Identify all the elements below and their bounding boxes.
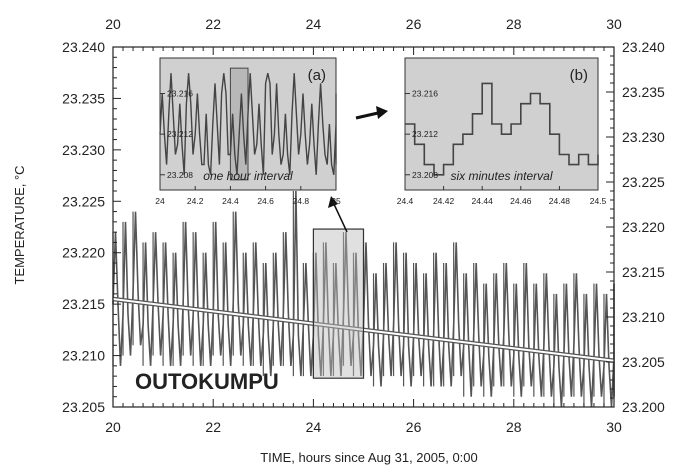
x-tick-label: 22 (205, 419, 221, 435)
inset-x-tick-label: 24.2 (187, 196, 204, 206)
insets-group: 23.216 23.212 23.208 24 24.2 24.4 24.6 24.8 25 (a… (155, 57, 607, 206)
x-tick-label-top: 28 (506, 16, 522, 32)
x-tick-label: 28 (506, 419, 522, 435)
inset-x-tick-label: 24.6 (257, 196, 274, 206)
x-tick-label: 20 (105, 419, 121, 435)
inset-caption: six minutes interval (450, 169, 552, 183)
inset-a: 23.216 23.212 23.208 24 24.2 24.4 24.6 24.8 25 (a… (155, 57, 341, 206)
x-tick-label: 24 (306, 419, 322, 435)
zoom-arrow-head (328, 196, 338, 208)
highlight-box-group (312, 196, 365, 379)
zoom-arrow-line (332, 201, 348, 233)
inset-x-tick-label: 24 (155, 196, 165, 206)
y-left-tick-label: 23.205 (62, 399, 105, 415)
y-right-tick-label: 23.210 (622, 309, 665, 325)
inset-x-tick-label: 24.44 (472, 196, 494, 206)
inset-caption: one hour interval (203, 169, 293, 183)
inset-panel-label: (b) (570, 67, 588, 84)
y-left-tick-label: 23.240 (62, 39, 105, 55)
temperature-series-line (112, 190, 615, 408)
inset-x-tick-label: 24.42 (433, 196, 455, 206)
y-left-tick-label: 23.230 (62, 142, 105, 158)
inset-arrow-head (376, 106, 388, 119)
y-right-tick-label: 23.215 (622, 264, 665, 280)
inset-x-tick-label: 24.4 (397, 196, 414, 206)
y-left-tick-label: 23.225 (62, 193, 105, 209)
x-tick-label: 30 (606, 419, 622, 435)
x-tick-label: 26 (406, 419, 422, 435)
x-tick-label-top: 22 (205, 16, 221, 32)
axes-group: 20 20 22 22 24 24 26 26 28 28 30 30 23.205 23.210 23.2… (62, 16, 665, 435)
inset-series-line (159, 73, 337, 175)
y-left-tick-label: 23.235 (62, 90, 105, 106)
y-right-tick-label: 23.200 (622, 399, 665, 415)
inset-x-tick-label: 24.4 (222, 196, 239, 206)
y-right-tick-label: 23.240 (622, 39, 665, 55)
inset-x-tick-label: 24.46 (510, 196, 532, 206)
y-axis-title: TEMPERATURE, °C (12, 165, 27, 284)
inset-arrow-line (355, 111, 379, 120)
x-tick-label-top: 26 (406, 16, 422, 32)
x-axis-title: TIME, hours since Aug 31, 2005, 0:00 (260, 450, 478, 465)
inset-y-tick-label: 23.216 (412, 89, 438, 99)
y-right-tick-label: 23.230 (622, 129, 665, 145)
inset-panel-label: (a) (308, 67, 326, 84)
y-right-tick-label: 23.205 (622, 354, 665, 370)
y-left-tick-label: 23.220 (62, 245, 105, 261)
inset-y-tick-label: 23.216 (167, 89, 193, 99)
x-tick-label-top: 24 (306, 16, 322, 32)
site-label: OUTOKUMPU (135, 369, 279, 394)
y-left-tick-label: 23.210 (62, 348, 105, 364)
inset-b: 23.216 23.212 23.208 24.4 24.42 24.44 24.46 24.… (397, 57, 607, 206)
inset-x-tick-label: 24.48 (549, 196, 571, 206)
y-right-tick-label: 23.220 (622, 219, 665, 235)
highlight-box (312, 228, 365, 379)
inset-y-tick-label: 23.212 (412, 129, 438, 139)
inset-y-tick-label: 23.208 (412, 170, 438, 180)
inset-y-tick-label: 23.208 (167, 170, 193, 180)
x-tick-label-top: 30 (606, 16, 622, 32)
y-right-tick-label: 23.235 (622, 84, 665, 100)
inset-series-line (405, 82, 599, 176)
inset-y-tick-label: 23.212 (167, 129, 193, 139)
y-right-tick-label: 23.225 (622, 174, 665, 190)
inset-x-tick-label: 25 (331, 196, 341, 206)
inset-x-tick-label: 24.8 (293, 196, 310, 206)
y-left-tick-label: 23.215 (62, 296, 105, 312)
inset-x-tick-label: 24.5 (590, 196, 607, 206)
x-tick-label-top: 20 (105, 16, 121, 32)
